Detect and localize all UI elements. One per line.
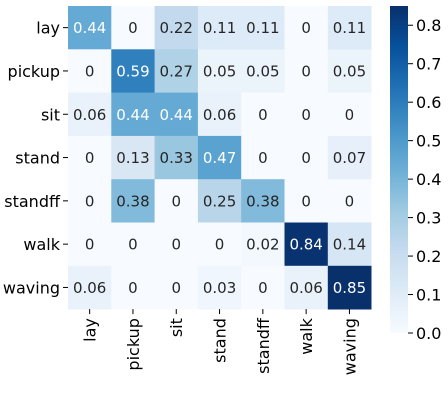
cell-value-label: 0.06 xyxy=(73,279,106,297)
colorbar-tick-label: 0.4 xyxy=(416,170,441,189)
colorbar: 0.0 0.1 0.2 0.3 0.4 0.5 0.6 0.7 0.8 xyxy=(390,6,441,343)
cell-value-label: 0 xyxy=(345,192,355,210)
cell-value-label: 0 xyxy=(345,106,355,124)
x-axis: lay pickup sit stand standff walk waving xyxy=(81,309,360,375)
cell-value-label: 0 xyxy=(301,106,311,124)
cell-value-label: 0.06 xyxy=(73,106,106,124)
y-tick-label-walk: walk xyxy=(23,235,60,254)
cell-value-label: 0 xyxy=(258,106,268,124)
cell-value-label: 0.85 xyxy=(333,279,366,297)
cell-value-label: 0 xyxy=(85,236,95,254)
cell-value-label: 0 xyxy=(128,279,138,297)
cell-value-label: 0.13 xyxy=(116,149,149,167)
cell-value-label: 0.05 xyxy=(333,62,366,80)
cell-value-label: 0 xyxy=(128,236,138,254)
cell-value-label: 0 xyxy=(301,192,311,210)
cell-value-label: 0 xyxy=(171,279,181,297)
cell-value-label: 0.03 xyxy=(203,279,236,297)
colorbar-tick-label: 0.5 xyxy=(416,132,441,151)
cell-value-label: 0 xyxy=(85,62,95,80)
cell-value-label: 0.14 xyxy=(333,236,366,254)
colorbar-tick-label: 0.6 xyxy=(416,93,441,112)
y-tick-label-waving: waving xyxy=(3,278,60,297)
cell-value-label: 0 xyxy=(215,236,225,254)
colorbar-tick-label: 0.8 xyxy=(416,16,441,35)
y-tick-label-sit: sit xyxy=(41,105,60,124)
cell-value-label: 0.11 xyxy=(333,19,366,37)
colorbar-tick-label: 0.3 xyxy=(416,209,441,228)
cell-value-label: 0.07 xyxy=(333,149,366,167)
colorbar-tick-label: 0.1 xyxy=(416,286,441,305)
cell-value-label: 0 xyxy=(171,192,181,210)
cell-value-label: 0.84 xyxy=(289,236,322,254)
y-tick-label-standff: standff xyxy=(4,192,61,211)
y-axis: lay pickup sit stand standff walk waving xyxy=(3,19,68,298)
y-tick-label-lay: lay xyxy=(36,19,60,38)
cell-value-label: 0.11 xyxy=(246,19,279,37)
cell-value-label: 0.38 xyxy=(246,192,279,210)
cell-value-label: 0 xyxy=(171,236,181,254)
cell-value-label: 0.22 xyxy=(160,19,193,37)
cell-value-label: 0 xyxy=(85,149,95,167)
cell-value-label: 0.06 xyxy=(203,106,236,124)
cell-value-label: 0.06 xyxy=(289,279,322,297)
x-tick-label-walk: walk xyxy=(297,317,316,354)
cell-value-label: 0 xyxy=(301,62,311,80)
x-tick-label-pickup: pickup xyxy=(124,318,143,370)
cell-value-label: 0.44 xyxy=(160,106,193,124)
cell-value-label: 0 xyxy=(258,149,268,167)
x-tick-label-stand: stand xyxy=(211,318,230,363)
cell-value-label: 0 xyxy=(128,19,138,37)
cell-value-label: 0.38 xyxy=(116,192,149,210)
cell-value-label: 0.05 xyxy=(203,62,236,80)
y-tick-label-pickup: pickup xyxy=(8,62,60,81)
cell-value-label: 0 xyxy=(301,149,311,167)
x-tick-label-standff: standff xyxy=(254,317,273,374)
x-tick-label-waving: waving xyxy=(340,318,359,375)
colorbar-tick-label: 0.2 xyxy=(416,247,441,266)
y-tick-label-stand: stand xyxy=(15,149,60,168)
cell-value-label: 0.33 xyxy=(160,149,193,167)
cell-value-label: 0.27 xyxy=(160,62,193,80)
cell-value-label: 0 xyxy=(301,19,311,37)
cell-value-label: 0.44 xyxy=(116,106,149,124)
cell-value-label: 0.02 xyxy=(246,236,279,254)
cell-value-label: 0.44 xyxy=(73,19,106,37)
x-tick-label-sit: sit xyxy=(167,318,186,337)
cell-value-label: 0 xyxy=(258,279,268,297)
x-tick-label-lay: lay xyxy=(81,318,100,342)
cell-value-label: 0 xyxy=(85,192,95,210)
cell-value-label: 0.05 xyxy=(246,62,279,80)
colorbar-tick-label: 0.7 xyxy=(416,55,441,74)
cell-value-label: 0.11 xyxy=(203,19,236,37)
cell-value-label: 0.47 xyxy=(203,149,236,167)
colorbar-gradient xyxy=(390,6,408,333)
cell-value-label: 0.25 xyxy=(203,192,236,210)
colorbar-tick-label: 0.0 xyxy=(416,324,441,343)
cell-value-label: 0.59 xyxy=(116,62,149,80)
